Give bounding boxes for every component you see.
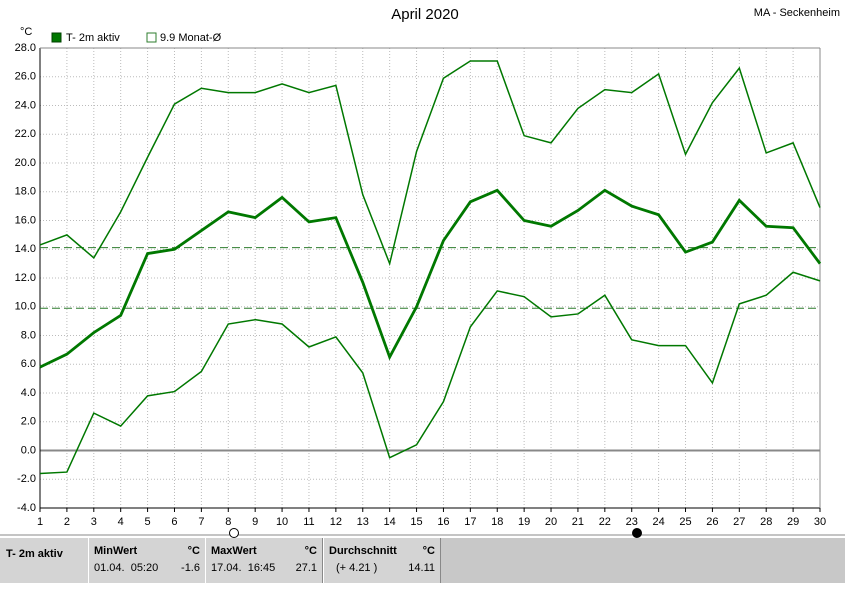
y-tick-label: 24.0 [15,99,36,111]
x-tick-label: 1 [37,516,43,528]
x-tick-label: 4 [118,516,124,528]
mean-box: Durchschnitt °C (+ 4.21 ) 14.11 [323,538,441,583]
x-tick-label: 8 [225,516,231,528]
x-tick-label: 18 [491,516,503,528]
y-tick-label: 4.0 [21,387,36,399]
header: MinWert [94,545,138,557]
x-tick-label: 23 [626,516,638,528]
x-tick-label: 12 [330,516,342,528]
max-box: MaxWert °C 17.04. 16:45 27.1 [205,538,323,583]
value: 27.1 [295,562,317,574]
panel-fill [441,538,845,583]
chart-title: April 2020 [391,6,459,23]
stats-panel: T- 2m aktiv MinWert °C 01.04. 05:20 -1.6… [0,538,845,583]
y-tick-label: 2.0 [21,416,36,428]
value: 14.11 [408,562,435,574]
x-tick-label: 19 [518,516,530,528]
x-tick-label: 2 [64,516,70,528]
x-tick-label: 20 [545,516,557,528]
mean-series-line [39,188,822,369]
x-tick-label: 10 [276,516,288,528]
unit: °C [187,545,200,557]
x-tick-label: 24 [652,516,664,528]
full-moon [229,528,239,538]
unit: °C [304,545,317,557]
x-tick-label: 29 [787,516,799,528]
y-tick-label: 10.0 [15,301,36,313]
y-tick-label: 26.0 [15,71,36,83]
station: MA - Seckenheim [754,7,840,19]
min-line [39,271,821,475]
y-tick-label: 22.0 [15,128,36,140]
min-box: MinWert °C 01.04. 05:20 -1.6 [88,538,206,583]
x-tick-label: 11 [303,516,314,528]
header: Durchschnitt [329,545,397,557]
y-unit: °C [20,26,32,38]
x-tick-label: 16 [437,516,449,528]
x-tick-label: 15 [410,516,422,528]
row-label: T- 2m aktiv [6,548,63,560]
y-tick-label: 14.0 [15,243,36,255]
delta: (+ 4.21 ) [336,562,378,574]
y-tick-label: 28.0 [15,42,36,54]
y-tick-label: -4.0 [17,502,36,514]
y-tick-label: 20.0 [15,157,36,169]
header: MaxWert [211,545,257,557]
y-tick-label: 8.0 [21,329,36,341]
x-tick-label: 9 [252,516,258,528]
x-tick-label: 7 [198,516,204,528]
y-tick-label: 16.0 [15,214,36,226]
unit: °C [422,545,435,557]
legend-label: 9.9 Monat-Ø [160,32,222,44]
x-tick-label: 6 [171,516,177,528]
x-tick-label: 17 [464,516,476,528]
x-tick-label: 26 [706,516,718,528]
legend-swatch [51,32,62,43]
x-tick-label: 27 [733,516,745,528]
y-tick-label: 0.0 [21,444,36,456]
legend-swatch [146,32,157,43]
page: April 2020 MA - Seckenheim °C T- 2m akti… [0,5,845,583]
x-tick-label: 14 [384,516,396,528]
chart: April 2020 MA - Seckenheim °C T- 2m akti… [0,6,845,538]
x-tick-label: 21 [572,516,584,528]
max-line [39,60,821,267]
y-tick-label: 6.0 [21,358,36,370]
legend-label: T- 2m aktiv [66,32,120,44]
y-tick-label: 12.0 [15,272,36,284]
x-tick-label: 22 [599,516,611,528]
when: 17.04. 16:45 [211,562,276,574]
x-tick-label: 13 [357,516,369,528]
when: 01.04. 05:20 [94,562,159,574]
value: -1.6 [181,562,200,574]
new-moon [632,528,642,538]
x-tick-label: 30 [814,516,826,528]
x-tick-label: 5 [145,516,151,528]
x-tick-label: 25 [679,516,691,528]
x-tick-label: 3 [91,516,97,528]
y-tick-label: -2.0 [17,473,36,485]
x-tick-label: 28 [760,516,772,528]
y-tick-label: 18.0 [15,186,36,198]
